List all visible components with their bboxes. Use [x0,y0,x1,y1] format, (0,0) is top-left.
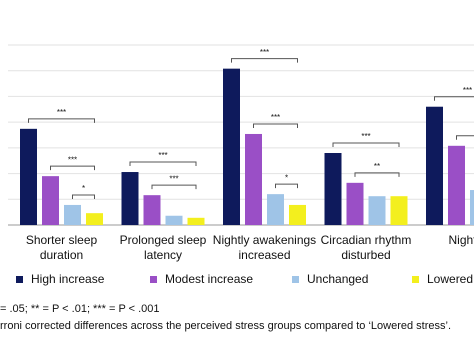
significance-bracket [275,183,298,189]
bar [245,133,262,225]
significance-bracket [50,165,95,171]
footnote: rroni corrected differences across the p… [0,320,451,332]
significance-label: ** [374,162,380,171]
significance-bracket [253,123,298,128]
legend-swatch [412,276,419,283]
bar [448,145,465,225]
significance-label: *** [271,113,280,122]
legend-label: High increase [31,272,105,286]
significance-label: * [82,184,85,193]
bar [289,204,306,225]
significance-label: *** [68,155,77,164]
x-tick-label-line: disturbed [341,248,390,262]
bar [86,213,103,225]
x-tick-label: Shorter sleep duration [26,233,98,262]
significance-label: *** [57,108,66,117]
legend-swatch [16,276,23,283]
legend-swatch [292,276,299,283]
footnote: = .05; ** = P < .01; *** = P < .001 [0,303,160,315]
bar [64,204,81,225]
bar [42,176,59,225]
bar [470,190,474,225]
x-tick-label: Nightly awakenings increased [213,233,316,262]
significance-bracket [151,184,197,190]
bar [20,128,37,225]
significance-bracket [28,118,95,123]
significance-label: *** [361,132,370,141]
x-tick-label-line: Nightly awakenings [213,233,316,247]
legend-label: Modest increase [165,272,253,286]
bar [187,217,205,225]
legend-label: Unchanged [307,272,368,286]
significance-label: *** [158,151,167,160]
significance-bracket [456,135,474,140]
bar [390,196,408,225]
significance-bracket [332,142,400,147]
x-tick-label-line: Circadian rhythm [321,233,412,247]
bar [143,195,161,225]
bar [267,194,284,225]
bar [324,153,342,225]
x-tick-label-line: duration [40,248,83,262]
bar [426,106,443,225]
x-tick-label-line: latency [144,248,182,262]
significance-bracket [129,161,197,167]
legend-swatch [150,276,157,283]
bar [223,68,240,226]
significance-label: * [285,173,288,182]
significance-label: *** [169,174,178,183]
x-tick-label: Circadian rhythm disturbed [321,233,412,262]
bar [165,215,183,225]
bar [368,196,386,225]
significance-bracket [434,96,474,101]
significance-bracket [231,58,298,63]
significance-bracket [354,172,400,177]
x-tick-label: Prolonged sleep latency [120,233,207,262]
bar [121,172,139,225]
significance-label: *** [463,86,472,95]
x-tick-label: Nightm [448,233,474,247]
x-tick-label-line: increased [238,248,290,262]
bar [346,182,364,225]
legend-label: Lowered [427,272,473,286]
x-tick-label-line: Nightm [448,233,474,247]
significance-bracket [72,194,95,199]
x-tick-label-line: Prolonged sleep [120,233,207,247]
x-tick-label-line: Shorter sleep [26,233,98,247]
significance-label: *** [260,48,269,57]
